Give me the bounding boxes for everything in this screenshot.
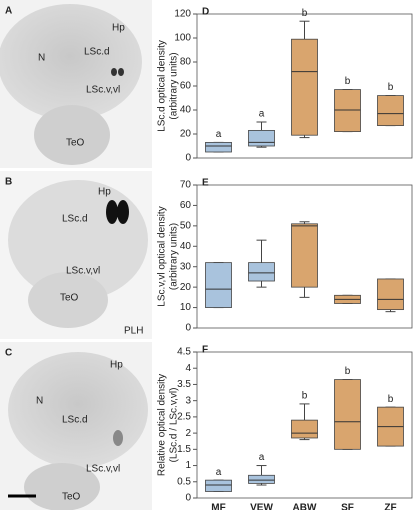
- box: [205, 479, 232, 492]
- y-tick-label: 40: [180, 241, 192, 252]
- box: [205, 262, 232, 308]
- significance-letter: b: [388, 82, 394, 93]
- y-tick-label: 4: [185, 363, 191, 374]
- y-tick-label: 2: [185, 428, 191, 439]
- significance-letter: a: [216, 467, 222, 478]
- significance-letter: b: [388, 394, 394, 405]
- y-tick-label: 50: [180, 220, 192, 231]
- y-tick-label: 1: [185, 460, 191, 471]
- box: [291, 38, 318, 136]
- box: [334, 89, 361, 132]
- image-label: TeO: [66, 138, 85, 149]
- y-tick-label: 100: [174, 33, 191, 44]
- y-axis-label: (LSc.d / LSc.v,vl): [169, 388, 180, 463]
- y-tick-label: 70: [180, 180, 192, 191]
- x-tick-label: VEW: [250, 503, 273, 510]
- x-tick-label: ABW: [293, 503, 317, 510]
- y-tick-label: 30: [180, 261, 192, 272]
- image-label: LSc.v,vl: [86, 464, 120, 475]
- image-label: LSc.d: [62, 415, 88, 426]
- image-label: LSc.d: [84, 47, 110, 58]
- y-tick-label: 1.5: [177, 444, 191, 455]
- box: [248, 474, 275, 484]
- image-label: LSc.v,vl: [86, 85, 120, 96]
- plot-frame: [196, 351, 413, 499]
- panel-letter: E: [202, 178, 209, 189]
- box: [377, 278, 404, 311]
- significance-letter: b: [345, 76, 351, 87]
- panel-letter: B: [5, 177, 12, 188]
- brain-images: [0, 0, 152, 511]
- image-label: TeO: [62, 492, 81, 503]
- panel-letter: A: [5, 6, 12, 17]
- significance-letter: a: [216, 129, 222, 140]
- panel-letter: D: [202, 7, 209, 18]
- significance-letter: a: [259, 452, 265, 463]
- image-label: TeO: [60, 293, 79, 304]
- y-axis-label: (arbitrary units): [169, 223, 180, 290]
- box: [248, 262, 275, 282]
- y-tick-label: 120: [174, 9, 191, 20]
- significance-letter: b: [345, 366, 351, 377]
- y-axis-label: Relative optical density: [157, 374, 168, 476]
- image-label: Hp: [110, 360, 123, 371]
- y-axis-label: (arbitrary units): [169, 52, 180, 119]
- y-tick-label: 3.5: [177, 379, 191, 390]
- plot-frame: [196, 184, 413, 329]
- image-label: N: [36, 396, 43, 407]
- x-tick-label: SF: [341, 503, 354, 510]
- significance-letter: b: [302, 8, 308, 19]
- panel-letter: F: [202, 345, 208, 356]
- image-label: Hp: [112, 23, 125, 34]
- y-tick-label: 60: [180, 200, 192, 211]
- box: [334, 379, 361, 450]
- box: [205, 141, 232, 153]
- y-tick-label: 20: [180, 129, 192, 140]
- x-tick-label: MF: [211, 503, 225, 510]
- y-tick-label: 0: [185, 323, 191, 334]
- y-tick-label: 10: [180, 302, 192, 313]
- image-label: N: [38, 53, 45, 64]
- significance-letter: a: [259, 109, 265, 120]
- box: [291, 223, 318, 288]
- image-label: Hp: [98, 187, 111, 198]
- y-tick-label: 40: [180, 105, 192, 116]
- y-axis-label: LSc.d optical density: [157, 40, 168, 132]
- y-axis-label: LSc.v,vl optical density: [157, 206, 168, 306]
- y-tick-label: 0: [185, 493, 191, 504]
- y-tick-label: 2.5: [177, 412, 191, 423]
- image-label: PLH: [124, 326, 143, 337]
- box: [248, 129, 275, 147]
- panel-letter: C: [5, 348, 12, 359]
- y-tick-label: 3: [185, 395, 191, 406]
- y-tick-label: 0: [185, 153, 191, 164]
- y-tick-label: 80: [180, 57, 192, 68]
- box: [377, 95, 404, 126]
- box: [291, 419, 318, 439]
- y-tick-label: 0.5: [177, 476, 191, 487]
- x-tick-label: ZF: [384, 503, 396, 510]
- image-label: LSc.d: [62, 214, 88, 225]
- y-tick-label: 60: [180, 81, 192, 92]
- significance-letter: b: [302, 391, 308, 402]
- y-tick-label: 4.5: [177, 347, 191, 358]
- image-label: LSc.v,vl: [66, 266, 100, 277]
- y-tick-label: 20: [180, 282, 192, 293]
